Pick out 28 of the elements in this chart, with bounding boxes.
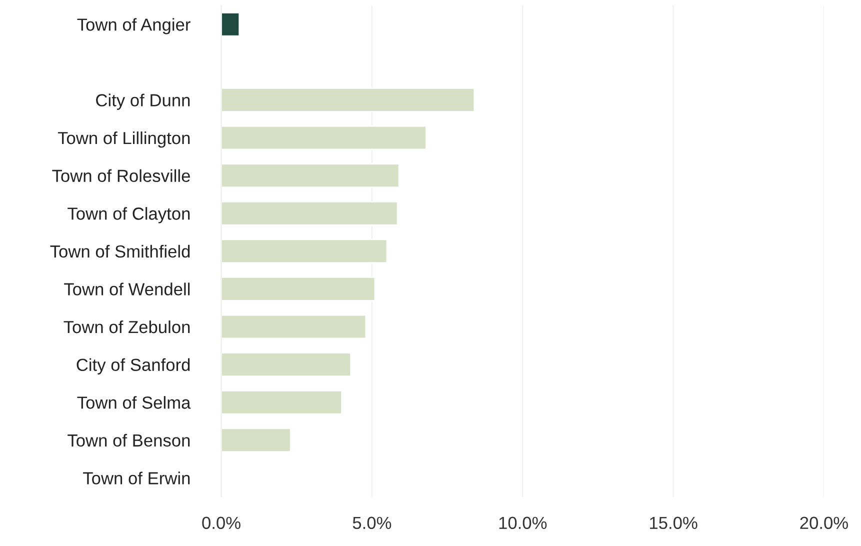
y-tick-label: Town of Rolesville (52, 169, 190, 182)
bar (221, 390, 343, 415)
y-tick-label: Town of Zebulon (64, 320, 190, 334)
bar (221, 276, 376, 302)
y-tick-label: Town of Lillington (58, 131, 190, 148)
bar (221, 12, 240, 37)
bar (221, 125, 427, 150)
y-tick-label: Town of Selma (77, 396, 191, 409)
bar (221, 238, 388, 264)
y-tick-label: Town of Erwin (83, 472, 190, 484)
bar (221, 88, 476, 112)
x-tick-label: 5.0% (352, 516, 392, 530)
bar (221, 352, 352, 377)
bar (221, 163, 400, 188)
y-tick-label: City of Sanford (76, 358, 190, 374)
x-tick-label: 15.0% (650, 516, 698, 530)
bar (221, 314, 367, 340)
y-tick-label: Town of Clayton (68, 207, 190, 224)
x-tick-label: 10.0% (499, 516, 547, 530)
y-tick-label: Town of Angier (77, 18, 190, 34)
bar (221, 200, 398, 226)
x-tick-label: 20.0% (800, 516, 848, 530)
y-tick-label: Town of Benson (68, 434, 190, 447)
y-tick-label: City of Dunn (96, 94, 190, 110)
y-tick-label: Town of Smithfield (50, 244, 190, 258)
y-tick-label: Town of Wendell (64, 282, 190, 296)
bar (221, 428, 292, 453)
x-tick-label: 0.0% (202, 516, 240, 530)
